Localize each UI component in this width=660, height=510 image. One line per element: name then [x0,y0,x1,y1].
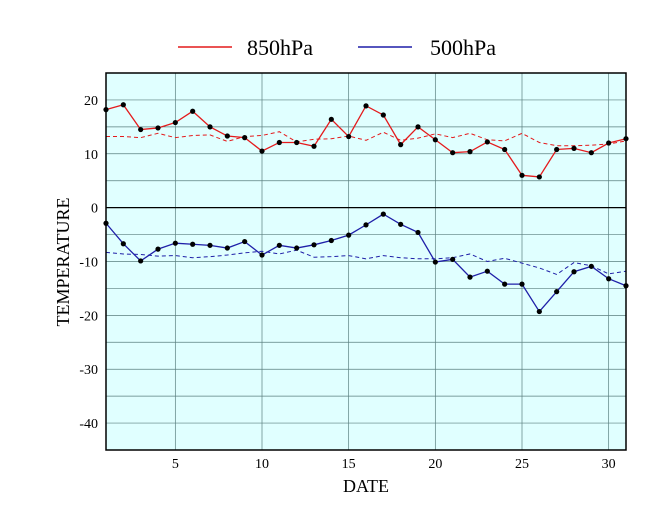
data-point-s0-27 [554,146,560,153]
data-point-s2-12 [294,245,300,251]
data-point-s2-24 [502,281,508,287]
plot-frame [105,72,627,451]
data-point-s0-18 [398,142,404,148]
data-point-s0-29 [588,150,594,156]
x-tick-label: 5 [172,457,179,472]
data-point-s2-10 [259,252,265,258]
data-point-s2-15 [346,232,352,238]
data-point-s0-15 [346,133,352,140]
y-tick-label: -10 [79,256,98,271]
series-line-1-dashed [106,131,627,147]
legend-label-850hpa: 850hPa [247,35,313,60]
data-point-s2-28 [571,269,577,275]
data-point-s2-27 [554,289,560,295]
data-point-s2-7 [207,242,213,248]
series-line-3-dashed [105,249,627,275]
x-tick-label: 25 [515,457,529,472]
data-point-s0-13 [311,143,317,149]
data-point-s0-22 [467,149,473,155]
data-point-s2-17 [380,211,386,217]
data-point-s0-9 [242,135,248,141]
data-point-s2-9 [242,238,248,245]
data-point-s0-23 [484,139,490,145]
data-point-s0-20 [432,137,438,143]
data-point-s2-29 [588,263,594,269]
y-tick-label: -30 [79,363,98,378]
data-point-s0-26 [536,174,542,180]
marker-layer [103,102,629,315]
tick-labels: 5 10 15 20 25 30 20 10 0 -10 -20 -30 -40 [79,94,615,472]
data-point-s2-21 [450,256,456,262]
data-point-s0-12 [294,139,300,146]
data-point-s0-11 [276,139,282,146]
data-point-s2-16 [363,222,369,228]
data-point-s2-26 [536,308,542,315]
data-point-s0-10 [259,148,265,154]
y-axis-label: TEMPERATURE [53,197,73,326]
data-point-s0-8 [224,133,230,139]
data-point-s2-2 [120,241,126,247]
data-point-s2-3 [138,258,144,264]
data-point-s2-22 [467,274,473,280]
data-point-s2-14 [328,237,334,244]
data-point-s0-30 [606,140,612,146]
data-point-s2-25 [519,281,525,287]
data-point-s2-19 [415,229,421,236]
data-point-s0-25 [519,172,525,178]
data-point-s2-6 [190,241,196,247]
y-tick-label: 0 [91,202,98,217]
data-point-s0-21 [450,150,456,156]
data-point-s0-24 [502,146,508,153]
x-axis-label: DATE [343,476,389,496]
data-point-s0-6 [190,108,196,114]
data-point-s0-17 [380,112,386,118]
data-point-s0-4 [155,125,161,131]
x-tick-label: 30 [602,457,616,472]
legend-label-500hpa: 500hPa [430,35,496,60]
data-point-s0-14 [328,116,334,122]
y-tick-label: -20 [79,309,98,324]
y-tick-label: 20 [84,94,98,109]
x-tick-label: 10 [255,457,269,472]
data-point-s0-7 [207,124,213,130]
data-point-s0-2 [120,102,126,108]
data-point-s2-4 [155,246,161,252]
legend: 850hPa 500hPa [178,35,496,60]
data-point-s2-18 [398,221,404,227]
data-point-s2-11 [276,242,282,248]
grid [106,73,626,450]
data-point-s2-8 [224,245,230,251]
x-tick-label: 15 [342,457,356,472]
data-point-s0-28 [571,145,577,151]
data-point-s0-3 [138,126,144,133]
data-point-s2-23 [484,268,490,274]
data-point-s2-13 [311,242,317,248]
data-point-s2-5 [172,240,178,246]
data-point-s0-5 [172,119,178,126]
data-point-s2-20 [432,259,438,265]
data-point-s2-30 [606,276,612,282]
data-point-s0-19 [415,124,421,130]
x-tick-label: 20 [428,457,442,472]
y-tick-label: 10 [84,148,98,163]
data-point-s0-16 [363,103,369,109]
y-tick-label: -40 [79,417,98,432]
